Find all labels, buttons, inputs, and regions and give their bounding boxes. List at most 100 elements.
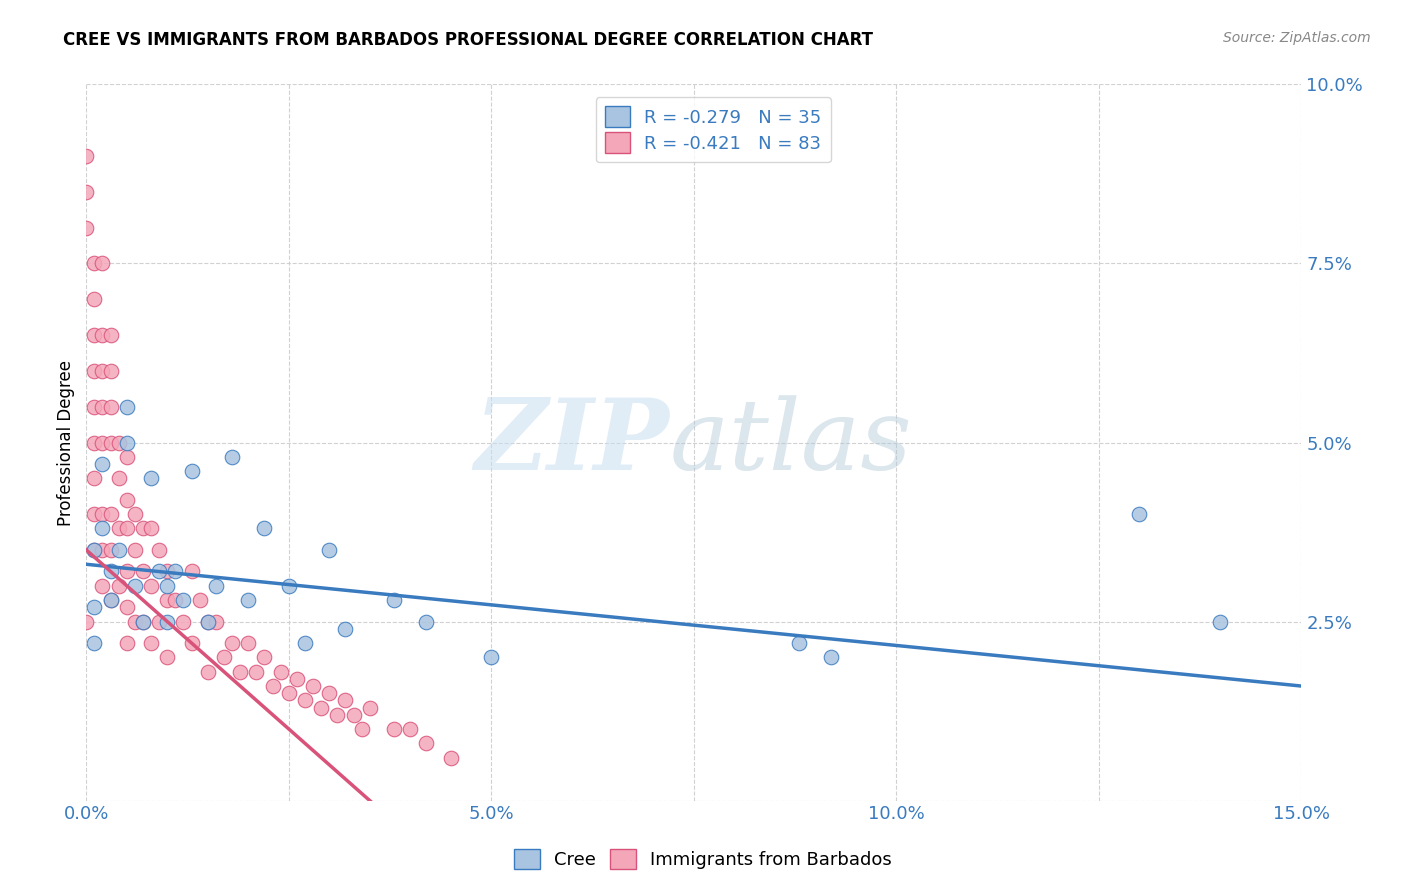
Point [180, 636, 202, 650]
Point [309, 700, 332, 714]
Point [91, 543, 114, 558]
Point [787, 636, 810, 650]
Point [132, 521, 155, 535]
Point [139, 579, 162, 593]
Point [115, 600, 138, 615]
Point [294, 693, 316, 707]
Y-axis label: Professional Degree: Professional Degree [58, 359, 75, 525]
Legend: Cree, Immigrants from Barbados: Cree, Immigrants from Barbados [505, 839, 901, 879]
Point [165, 565, 187, 579]
Point [335, 693, 357, 707]
Point [173, 615, 195, 629]
Point [197, 615, 219, 629]
Point [100, 328, 122, 343]
Point [100, 364, 122, 378]
Point [107, 543, 129, 558]
Text: Source: ZipAtlas.com: Source: ZipAtlas.com [1223, 31, 1371, 45]
Point [124, 579, 146, 593]
Point [156, 615, 179, 629]
Point [115, 636, 138, 650]
Text: CREE VS IMMIGRANTS FROM BARBADOS PROFESSIONAL DEGREE CORRELATION CHART: CREE VS IMMIGRANTS FROM BARBADOS PROFESS… [63, 31, 873, 49]
Point [205, 615, 228, 629]
Point [197, 665, 219, 679]
Point [318, 543, 340, 558]
Point [83, 328, 105, 343]
Point [107, 579, 129, 593]
Point [83, 507, 105, 521]
Text: ZIP: ZIP [474, 394, 669, 491]
Point [124, 615, 146, 629]
Point [91, 579, 114, 593]
Point [415, 615, 437, 629]
Point [440, 750, 463, 764]
Point [229, 665, 252, 679]
Point [115, 450, 138, 464]
Point [285, 672, 308, 686]
Point [91, 507, 114, 521]
Point [91, 457, 114, 471]
Point [83, 543, 105, 558]
Point [100, 543, 122, 558]
Point [124, 543, 146, 558]
Point [277, 686, 299, 700]
Point [1209, 615, 1232, 629]
Point [156, 650, 179, 665]
Point [253, 650, 276, 665]
Point [262, 679, 284, 693]
Point [83, 543, 105, 558]
Point [359, 700, 381, 714]
Point [253, 521, 276, 535]
Point [350, 722, 373, 736]
Point [156, 579, 179, 593]
Point [382, 593, 405, 607]
Point [820, 650, 842, 665]
Point [294, 636, 316, 650]
Point [132, 615, 155, 629]
Point [148, 615, 170, 629]
Point [342, 707, 364, 722]
Text: atlas: atlas [669, 395, 912, 491]
Point [180, 464, 202, 478]
Point [75, 185, 97, 199]
Point [277, 579, 299, 593]
Point [91, 435, 114, 450]
Point [107, 471, 129, 485]
Point [83, 600, 105, 615]
Point [188, 593, 211, 607]
Point [270, 665, 292, 679]
Point [100, 507, 122, 521]
Point [132, 615, 155, 629]
Point [148, 543, 170, 558]
Point [83, 471, 105, 485]
Point [100, 593, 122, 607]
Point [75, 615, 97, 629]
Point [415, 736, 437, 750]
Point [115, 521, 138, 535]
Point [115, 565, 138, 579]
Point [83, 293, 105, 307]
Point [205, 579, 228, 593]
Point [115, 435, 138, 450]
Point [83, 364, 105, 378]
Point [83, 435, 105, 450]
Legend: R = -0.279   N = 35, R = -0.421   N = 83: R = -0.279 N = 35, R = -0.421 N = 83 [596, 97, 831, 162]
Point [212, 650, 235, 665]
Point [139, 636, 162, 650]
Point [399, 722, 422, 736]
Point [1128, 507, 1150, 521]
Point [91, 364, 114, 378]
Point [100, 593, 122, 607]
Point [124, 507, 146, 521]
Point [156, 593, 179, 607]
Point [115, 492, 138, 507]
Point [165, 593, 187, 607]
Point [139, 521, 162, 535]
Point [245, 665, 267, 679]
Point [91, 256, 114, 270]
Point [91, 521, 114, 535]
Point [75, 149, 97, 163]
Point [100, 565, 122, 579]
Point [156, 565, 179, 579]
Point [197, 615, 219, 629]
Point [83, 256, 105, 270]
